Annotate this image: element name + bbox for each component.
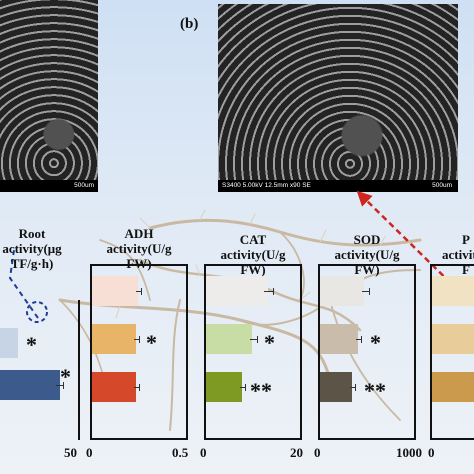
root-star-3: * <box>60 364 71 389</box>
sod-tick-min: 0 <box>314 445 321 460</box>
sem-b-scale: 500um <box>432 182 452 189</box>
adh-bar-1 <box>92 276 138 306</box>
sod-bar-1 <box>320 276 364 306</box>
adh-tick-max: 0.5 <box>172 445 189 460</box>
adh-bar-3 <box>92 372 136 402</box>
sem-b-info: S3400 5.00kV 12.5mm x90 SE <box>222 182 311 189</box>
cat-bar-2 <box>206 324 252 354</box>
pod-panel <box>430 264 474 440</box>
cat-bar-3 <box>206 372 242 402</box>
pod-bar-3 <box>432 372 474 402</box>
root-tick-max: 50 <box>64 445 77 460</box>
sem-image-a: 500um <box>0 0 98 192</box>
cat-star-3: ** <box>250 378 272 403</box>
sod-star-2: * <box>370 330 381 355</box>
cat-star-2: * <box>264 330 275 355</box>
cat-panel: * ** <box>204 264 302 440</box>
sod-title: SOD activity(U/g FW) <box>334 232 400 277</box>
cat-bar-1 <box>206 276 268 306</box>
adh-tick-min: 0 <box>86 445 93 460</box>
sod-tick-max: 1000 <box>396 445 422 460</box>
cat-tick-max: 20 <box>290 445 303 460</box>
sod-star-3: ** <box>364 378 386 403</box>
root-chart: * * <box>0 300 80 440</box>
adh-bar-2 <box>92 324 136 354</box>
blue-dashed-circle <box>26 301 48 323</box>
root-title: Root activity(μg TF/g·h) <box>2 226 62 271</box>
pod-tick-min: 0 <box>428 445 435 460</box>
adh-title: ADH activity(U/g FW) <box>106 226 172 271</box>
sod-panel: * ** <box>318 264 416 440</box>
cat-tick-min: 0 <box>200 445 207 460</box>
root-star-2: * <box>26 332 37 357</box>
panel-label-b: (b) <box>180 16 199 32</box>
sod-bar-2 <box>320 324 358 354</box>
pod-bar-2 <box>432 324 474 354</box>
adh-star-2: * <box>146 330 157 355</box>
root-bar-2 <box>0 328 18 358</box>
adh-panel: * <box>90 264 188 440</box>
blue-dashed-line <box>8 249 39 319</box>
root-bar-3 <box>0 370 60 400</box>
sod-bar-3 <box>320 372 352 402</box>
sem-a-scale: 500um <box>74 182 94 189</box>
sem-image-b: S3400 5.00kV 12.5mm x90 SE 500um <box>218 4 458 192</box>
pod-bar-1 <box>432 276 474 306</box>
pod-title: P activit F <box>442 232 474 277</box>
